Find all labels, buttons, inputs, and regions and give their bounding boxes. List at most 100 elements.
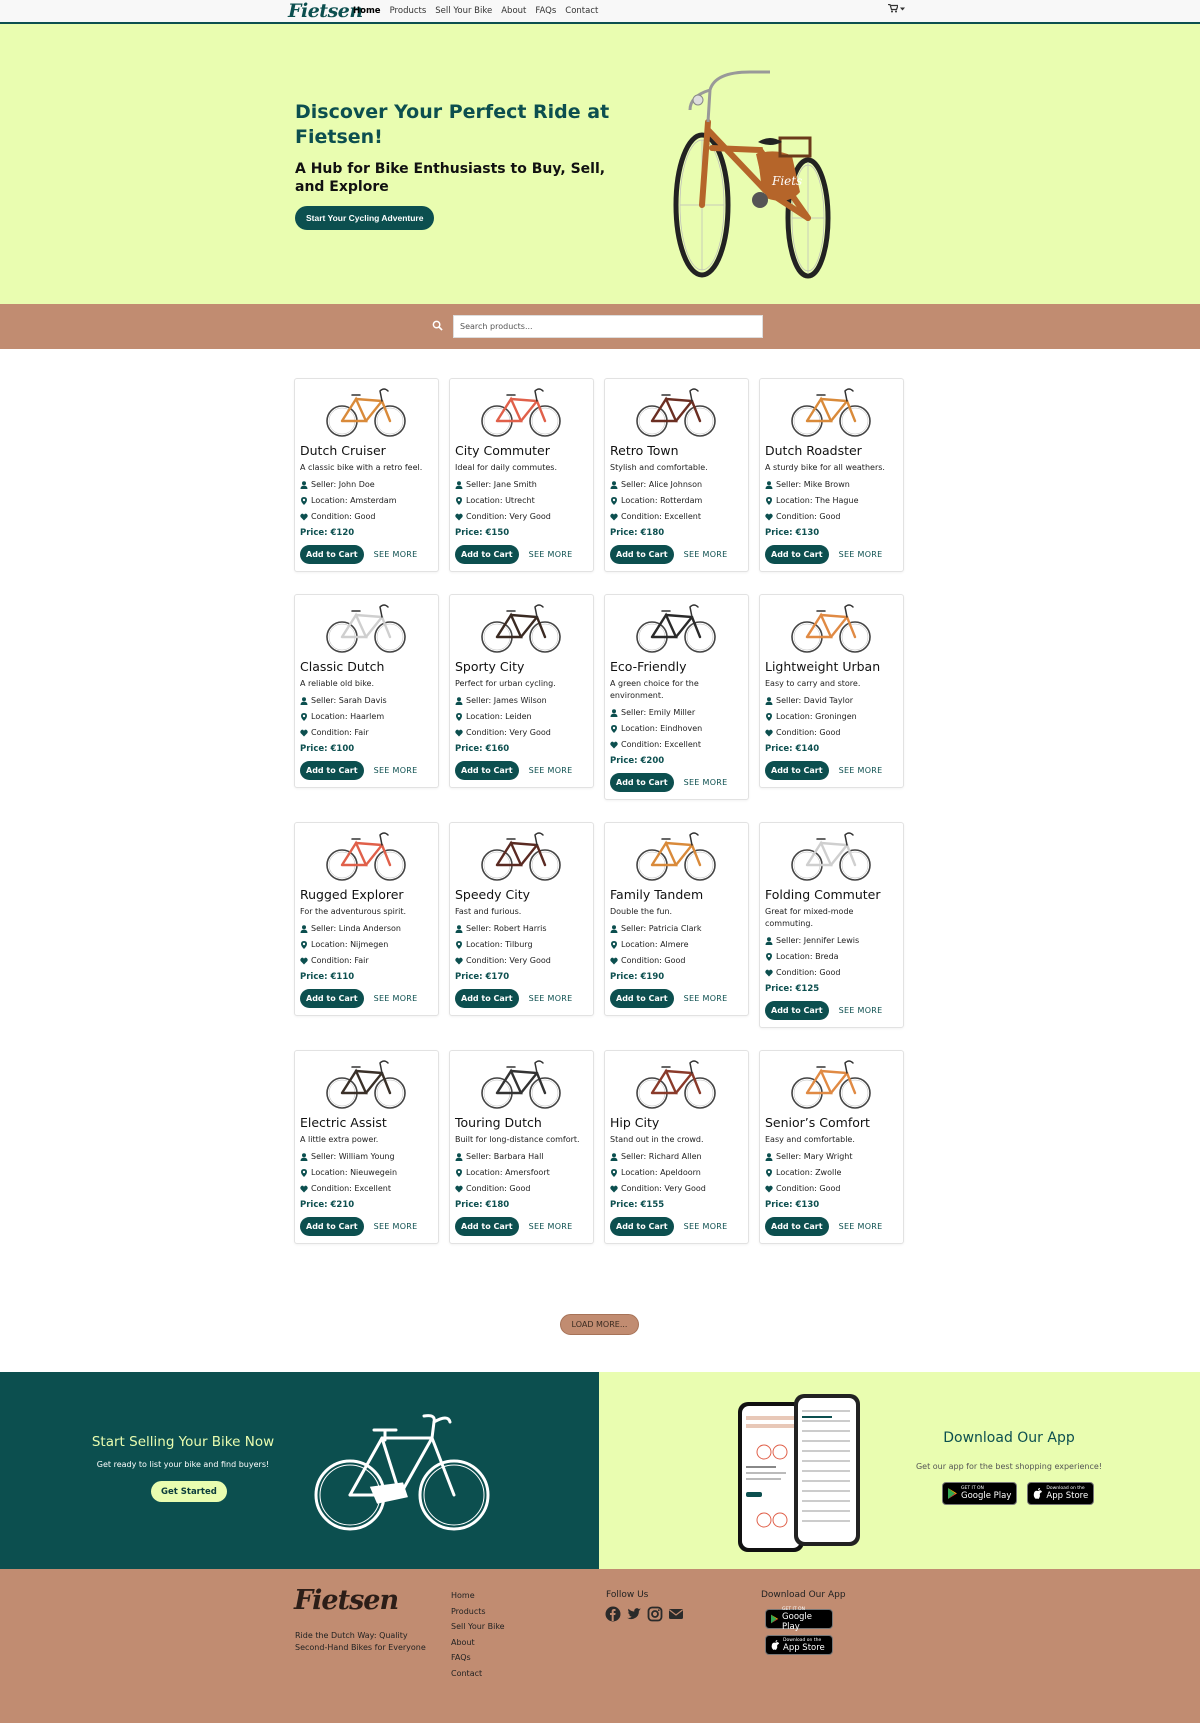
product-title[interactable]: Lightweight Urban bbox=[765, 659, 881, 674]
add-to-cart-button[interactable]: Add to Cart bbox=[765, 545, 829, 564]
product-title[interactable]: Folding Commuter bbox=[765, 887, 881, 902]
product-price: Price: €160 bbox=[455, 744, 510, 754]
product-card: Folding Commuter Great for mixed-mode com… bbox=[759, 822, 904, 1028]
location-text: Location: Almere bbox=[621, 940, 689, 949]
footer-google-play-badge[interactable]: GET IT ON Google Play bbox=[765, 1607, 833, 1632]
product-bike-image[interactable] bbox=[787, 829, 875, 885]
footer-link-faqs[interactable]: FAQs bbox=[451, 1653, 471, 1662]
add-to-cart-button[interactable]: Add to Cart bbox=[300, 1217, 364, 1236]
product-bike-image[interactable] bbox=[632, 385, 720, 441]
add-to-cart-button[interactable]: Add to Cart bbox=[610, 1217, 674, 1236]
add-to-cart-button[interactable]: Add to Cart bbox=[765, 1001, 829, 1020]
see-more-link[interactable]: SEE MORE bbox=[683, 994, 728, 1003]
footer-app-store-badge[interactable]: Download on the App Store bbox=[765, 1635, 833, 1655]
product-title[interactable]: Dutch Cruiser bbox=[300, 443, 386, 458]
see-more-link[interactable]: SEE MORE bbox=[683, 550, 728, 559]
add-to-cart-button[interactable]: Add to Cart bbox=[300, 989, 364, 1008]
add-to-cart-button[interactable]: Add to Cart bbox=[455, 545, 519, 564]
get-started-button[interactable]: Get Started bbox=[151, 1481, 227, 1502]
load-more-button[interactable]: LOAD MORE... bbox=[560, 1314, 639, 1335]
see-more-link[interactable]: SEE MORE bbox=[373, 766, 418, 775]
search-input[interactable] bbox=[453, 315, 763, 338]
start-cycling-button[interactable]: Start Your Cycling Adventure bbox=[295, 206, 435, 230]
see-more-link[interactable]: SEE MORE bbox=[373, 1222, 418, 1231]
footer-link-home[interactable]: Home bbox=[451, 1591, 475, 1600]
product-title[interactable]: Senior’s Comfort bbox=[765, 1115, 870, 1130]
product-bike-image[interactable] bbox=[787, 385, 875, 441]
see-more-link[interactable]: SEE MORE bbox=[838, 550, 883, 559]
product-bike-image[interactable] bbox=[632, 1057, 720, 1113]
product-bike-image[interactable] bbox=[322, 829, 410, 885]
add-to-cart-button[interactable]: Add to Cart bbox=[300, 761, 364, 780]
product-title[interactable]: Touring Dutch bbox=[455, 1115, 542, 1130]
add-to-cart-button[interactable]: Add to Cart bbox=[610, 989, 674, 1008]
add-to-cart-button[interactable]: Add to Cart bbox=[300, 545, 364, 564]
footer-logo[interactable]: Fietsen bbox=[294, 1585, 399, 1616]
facebook-icon[interactable] bbox=[605, 1606, 621, 1622]
see-more-link[interactable]: SEE MORE bbox=[683, 1222, 728, 1231]
nav-link-faqs[interactable]: FAQs bbox=[535, 6, 557, 16]
product-title[interactable]: Family Tandem bbox=[610, 887, 704, 902]
footer-link-products[interactable]: Products bbox=[451, 1606, 486, 1616]
heart-icon bbox=[610, 1185, 618, 1192]
add-to-cart-button[interactable]: Add to Cart bbox=[610, 773, 674, 792]
product-title[interactable]: Speedy City bbox=[455, 887, 531, 902]
product-bike-image[interactable] bbox=[787, 1057, 875, 1113]
see-more-link[interactable]: SEE MORE bbox=[683, 778, 728, 787]
product-title[interactable]: City Commuter bbox=[455, 443, 550, 458]
footer-link-contact[interactable]: Contact bbox=[451, 1668, 483, 1678]
instagram-icon[interactable] bbox=[647, 1606, 663, 1622]
product-bike-image[interactable] bbox=[477, 601, 565, 657]
product-bike-image[interactable] bbox=[477, 829, 565, 885]
product-bike-image[interactable] bbox=[322, 385, 410, 441]
add-to-cart-button[interactable]: Add to Cart bbox=[455, 989, 519, 1008]
see-more-link[interactable]: SEE MORE bbox=[528, 1222, 573, 1231]
see-more-link[interactable]: SEE MORE bbox=[373, 550, 418, 559]
footer-link-about[interactable]: About bbox=[451, 1637, 475, 1647]
see-more-link[interactable]: SEE MORE bbox=[373, 994, 418, 1003]
envelope-icon[interactable] bbox=[668, 1606, 684, 1622]
add-to-cart-button[interactable]: Add to Cart bbox=[765, 761, 829, 780]
see-more-link[interactable]: SEE MORE bbox=[838, 1006, 883, 1015]
product-title[interactable]: Eco-Friendly bbox=[610, 659, 687, 674]
brand-logo[interactable]: Fietsen bbox=[288, 0, 363, 22]
google-play-badge[interactable]: GET IT ON Google Play bbox=[942, 1482, 1018, 1505]
nav-link-products[interactable]: Products bbox=[389, 6, 427, 16]
product-bike-image[interactable] bbox=[787, 601, 875, 657]
add-to-cart-button[interactable]: Add to Cart bbox=[610, 545, 674, 564]
product-bike-image[interactable] bbox=[477, 1057, 565, 1113]
add-to-cart-button[interactable]: Add to Cart bbox=[765, 1217, 829, 1236]
product-bike-image[interactable] bbox=[322, 601, 410, 657]
product-bike-image[interactable] bbox=[322, 1057, 410, 1113]
see-more-link[interactable]: SEE MORE bbox=[838, 1222, 883, 1231]
see-more-link[interactable]: SEE MORE bbox=[838, 766, 883, 775]
footer-link-sell-your-bike[interactable]: Sell Your Bike bbox=[451, 1622, 505, 1631]
caret-down-icon bbox=[900, 7, 905, 10]
product-title[interactable]: Rugged Explorer bbox=[300, 887, 404, 902]
add-to-cart-button[interactable]: Add to Cart bbox=[455, 1217, 519, 1236]
product-bike-image[interactable] bbox=[477, 385, 565, 441]
product-title[interactable]: Retro Town bbox=[610, 443, 679, 458]
nav-link-home[interactable]: Home bbox=[353, 6, 381, 16]
product-title[interactable]: Dutch Roadster bbox=[765, 443, 862, 458]
nav-link-sell-your-bike[interactable]: Sell Your Bike bbox=[435, 6, 493, 16]
product-title[interactable]: Classic Dutch bbox=[300, 659, 385, 674]
product-title[interactable]: Electric Assist bbox=[300, 1115, 387, 1130]
add-to-cart-button[interactable]: Add to Cart bbox=[455, 761, 519, 780]
product-bike-image[interactable] bbox=[632, 601, 720, 657]
product-condition: Condition: Very Good bbox=[455, 511, 587, 522]
app-store-badge[interactable]: Download on the App Store bbox=[1027, 1482, 1095, 1505]
nav-link-about[interactable]: About bbox=[501, 6, 527, 16]
location-text: Location: Leiden bbox=[466, 712, 532, 721]
product-title[interactable]: Sporty City bbox=[455, 659, 525, 674]
product-title[interactable]: Hip City bbox=[610, 1115, 660, 1130]
see-more-link[interactable]: SEE MORE bbox=[528, 550, 573, 559]
see-more-link[interactable]: SEE MORE bbox=[528, 994, 573, 1003]
see-more-link[interactable]: SEE MORE bbox=[528, 766, 573, 775]
nav-link-contact[interactable]: Contact bbox=[565, 6, 599, 16]
product-price: Price: €130 bbox=[765, 1200, 820, 1210]
product-card: Speedy City Fast and furious. Seller: Robe… bbox=[449, 822, 594, 1016]
product-bike-image[interactable] bbox=[632, 829, 720, 885]
twitter-icon[interactable] bbox=[626, 1606, 642, 1622]
cart-dropdown[interactable] bbox=[888, 4, 905, 13]
